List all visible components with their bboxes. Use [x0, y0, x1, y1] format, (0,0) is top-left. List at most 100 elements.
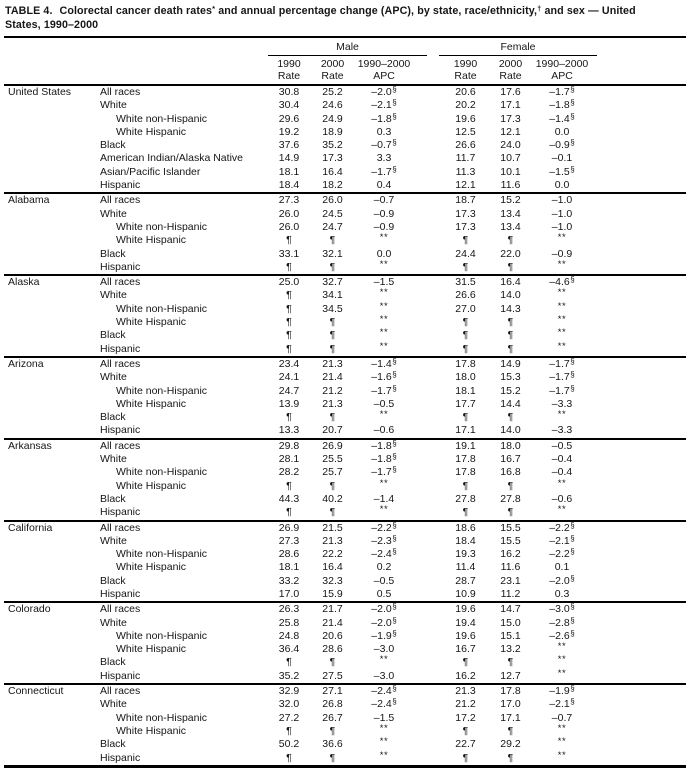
significance-marker: § — [570, 628, 575, 638]
apc-cell: –1.0 — [551, 207, 573, 220]
apc-cell: –1.7§ — [371, 164, 397, 178]
rate-cell: 35.2 — [278, 669, 300, 682]
rate-cell: 32.9 — [278, 685, 300, 698]
table-row: White 30.4 24.6 –2.1§ 20.2 17.1 –1.8§ — [4, 98, 686, 112]
rate-cell: 10.7 — [500, 152, 521, 165]
rate-cell: 13.4 — [500, 220, 521, 233]
apc-cell: 0.0 — [554, 125, 570, 138]
rate-cell: 24.7 — [278, 384, 300, 397]
race-ethnicity-label: Hispanic — [100, 751, 141, 764]
rate-cell: 11.2 — [500, 587, 521, 600]
rate-cell: ¶ — [462, 316, 469, 329]
rate-cell: 27.5 — [322, 669, 343, 682]
table-row: Black 33.2 32.3 –0.5 28.7 23.1 –2.0§ — [4, 574, 686, 588]
apc-cell: 0.1 — [554, 561, 570, 574]
apc-cell: ** — [533, 750, 591, 765]
rate-cell: 21.3 — [455, 685, 476, 698]
rate-cell: 20.7 — [322, 424, 343, 437]
apc-cell: ** — [355, 287, 413, 302]
apc-cell: –1.7§ — [371, 383, 397, 397]
rate-cell: 35.2 — [322, 139, 343, 152]
significance-marker: § — [392, 547, 397, 557]
state-name-cell: Arkansas — [8, 439, 52, 452]
significance-marker: § — [392, 615, 397, 625]
rate-cell: ¶ — [462, 751, 469, 764]
rate-cell: ¶ — [286, 342, 292, 355]
race-ethnicity-label: White Hispanic — [116, 397, 187, 410]
male-group-header: Male — [268, 41, 427, 56]
race-ethnicity-label: Hispanic — [100, 179, 141, 192]
rate-cell: ¶ — [329, 329, 336, 342]
rate-cell: 10.1 — [500, 165, 521, 178]
table-row: White Hispanic ¶ ¶ ** ¶ ¶ ** — [4, 723, 686, 738]
rate-cell: 17.1 — [500, 711, 521, 724]
rate-cell: 15.2 — [500, 194, 521, 207]
table-header: Male Female 1990 Rate 2000 Rate 1990–2000 APC… — [4, 38, 686, 86]
rate-cell: 18.4 — [278, 179, 300, 192]
apc-cell: ** — [355, 504, 413, 519]
rate-cell: 21.5 — [322, 521, 343, 534]
race-ethnicity-label: Asian/Pacific Islander — [100, 165, 201, 178]
column-header-year: 1990 — [277, 58, 301, 70]
apc-cell: –2.0§ — [371, 85, 397, 98]
rate-cell: 33.2 — [278, 574, 300, 587]
apc-cell: 0.0 — [554, 179, 570, 192]
gender-group-row: Male Female — [4, 38, 686, 56]
rate-cell: 27.1 — [322, 685, 343, 698]
suppressed-apc-marker: ** — [379, 504, 389, 516]
significance-marker: § — [392, 465, 397, 475]
suppressed-apc-marker: ** — [557, 287, 567, 299]
suppressed-apc-marker: ** — [557, 477, 567, 489]
table-row: Arkansas All races 29.8 26.9 –1.8§ 19.1 18.0 –0… — [4, 439, 686, 453]
suppressed-apc-marker: ** — [557, 654, 567, 666]
column-header-measure: APC — [551, 69, 573, 82]
footnote-marker: * — [212, 4, 216, 13]
significance-marker: § — [392, 356, 397, 366]
apc-cell: –3.0 — [373, 643, 395, 656]
column-header-measure: Rate — [321, 69, 344, 82]
race-ethnicity-label: Hispanic — [100, 260, 141, 273]
state-group: United States All races 30.8 25.2 –2.0§ 20.6 1… — [4, 85, 686, 195]
rate-cell: 22.0 — [500, 247, 521, 260]
table-row: Hispanic 18.4 18.2 0.4 12.1 11.6 0.0 — [4, 179, 686, 192]
suppressed-apc-marker: ** — [557, 340, 567, 352]
table-row: White non-Hispanic 24.8 20.6 –1.9§ 19.6 15.1 –… — [4, 628, 686, 643]
table-row: Black 33.1 32.1 0.0 24.4 22.0 –0.9 — [4, 248, 686, 261]
rate-cell: ¶ — [286, 329, 292, 342]
table-row: White Hispanic 13.9 21.3 –0.5 17.7 14.4 –3.3 — [4, 398, 686, 411]
race-ethnicity-label: White Hispanic — [116, 479, 187, 492]
race-ethnicity-label: White non-Hispanic — [116, 466, 208, 479]
rate-cell: ¶ — [329, 506, 336, 519]
rate-cell: ¶ — [286, 751, 292, 764]
title-text: Colorectal cancer death rates — [59, 5, 213, 17]
rate-cell: 19.6 — [455, 112, 476, 125]
rate-cell: 18.1 — [278, 561, 300, 574]
rate-cell: ¶ — [462, 724, 469, 737]
significance-marker: § — [570, 138, 575, 148]
rate-cell: 25.5 — [322, 453, 343, 466]
significance-marker: § — [570, 370, 575, 380]
race-ethnicity-label: White Hispanic — [116, 316, 187, 329]
rate-cell: 17.1 — [455, 424, 476, 437]
apc-cell: –0.5 — [373, 397, 395, 410]
apc-cell: –2.4§ — [371, 684, 397, 698]
apc-cell: –1.9§ — [549, 684, 575, 698]
apc-cell: –0.1 — [551, 152, 573, 165]
column-header: 1990 Rate — [268, 58, 310, 82]
table-row: American Indian/Alaska Native 14.9 17.3 3.3… — [4, 152, 686, 165]
female-group-header: Female — [439, 41, 597, 56]
apc-cell: –3.3 — [551, 424, 573, 437]
table-row: Black 50.2 36.6 ** 22.7 29.2 ** — [4, 736, 686, 751]
apc-cell: –1.4§ — [371, 356, 397, 370]
apc-cell: –2.2§ — [549, 547, 575, 561]
rate-cell: 19.1 — [455, 439, 476, 452]
race-ethnicity-label: Hispanic — [100, 342, 141, 355]
apc-cell: ** — [355, 232, 413, 247]
apc-cell: 0.0 — [376, 247, 392, 260]
rate-cell: 27.0 — [455, 302, 476, 315]
rate-cell: 18.6 — [455, 521, 476, 534]
suppressed-apc-marker: ** — [379, 232, 389, 244]
rate-cell: 29.2 — [500, 738, 521, 751]
rate-cell: 24.9 — [322, 112, 343, 125]
rate-cell: 29.6 — [278, 112, 300, 125]
